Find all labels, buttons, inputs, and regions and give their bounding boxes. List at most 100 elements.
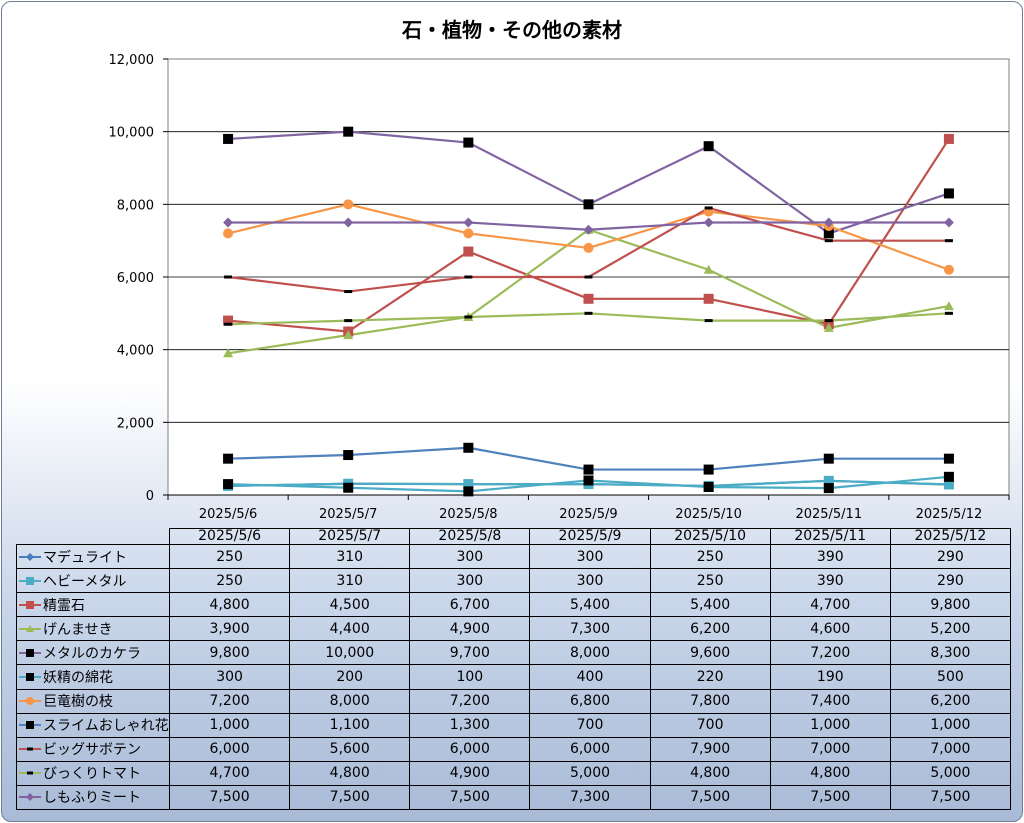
table-cell: 7,200 (769, 640, 891, 666)
series-name: びっくりトマト (43, 766, 141, 783)
table-cell: 1,300 (409, 712, 531, 738)
data-point-s4-2 (463, 137, 474, 148)
table-cell: 250 (649, 568, 771, 594)
data-point-s8-5 (824, 239, 833, 243)
legend-key-icon (19, 697, 41, 706)
data-point-s8-6 (944, 239, 953, 243)
data-point-s8-3 (584, 275, 593, 279)
table-cell: 9,800 (889, 592, 1011, 618)
table-cell: 9,700 (409, 640, 531, 666)
series-legend-cell: ヘビーメタル (16, 568, 170, 594)
table-row: メタルのカケラ 9,800 10,000 9,700 8,000 9,600 7,200 8,… (16, 640, 1011, 666)
data-point-s9-2 (464, 315, 473, 319)
table-cell: 7,500 (168, 784, 291, 811)
data-point-s9-3 (584, 311, 593, 315)
legend-key-icon (19, 721, 41, 730)
table-row: ヘビーメタル 250 310 300 300 250 390 290 (16, 568, 1011, 594)
table-cell: 3,900 (168, 616, 291, 642)
x-tick-label: 2025/5/6 (199, 507, 257, 522)
x-tick-label: 2025/5/8 (439, 507, 497, 522)
table-cell: 390 (769, 568, 891, 594)
table-row: げんませき 3,900 4,400 4,900 7,300 6,200 4,600 5,200 (16, 616, 1011, 642)
data-point-s5-0 (223, 479, 234, 490)
series-name: スライムおしゃれ花 (43, 718, 169, 735)
table-cell: 190 (769, 664, 891, 690)
data-point-s2-4 (703, 293, 714, 304)
data-point-s5-3 (583, 475, 594, 486)
table-cell: 4,600 (769, 616, 891, 642)
table-cell: 300 (529, 543, 651, 570)
data-point-s5-1 (343, 482, 354, 493)
table-cell: 7,300 (529, 616, 651, 642)
table-cell: 9,800 (168, 640, 291, 666)
series-name: メタルのカケラ (43, 645, 141, 662)
data-point-s2-3 (583, 293, 594, 304)
table-column-header: 2025/5/9 (529, 528, 651, 545)
data-point-s10-4 (703, 217, 714, 228)
table-cell: 7,200 (409, 688, 531, 714)
table-row: スライムおしゃれ花 1,000 1,100 1,300 700 700 1,000 1,000 (16, 712, 1011, 738)
x-tick-label: 2025/5/12 (916, 507, 983, 522)
table-cell: 390 (769, 543, 891, 570)
table-cell: 4,400 (289, 616, 411, 642)
table-cell: 5,400 (529, 592, 651, 618)
legend-key-icon (19, 793, 41, 802)
table-cell: 1,000 (168, 712, 291, 738)
table-cell: 1,000 (889, 712, 1011, 738)
table-cell: 8,000 (529, 640, 651, 666)
x-tick-label: 2025/5/10 (675, 507, 742, 522)
data-point-s6-0 (223, 228, 234, 239)
series-legend-cell: メタルのカケラ (16, 640, 170, 666)
table-cell: 7,500 (649, 784, 771, 811)
table-cell: 310 (289, 568, 411, 594)
data-point-s3-6 (943, 301, 954, 311)
data-point-s2-2 (463, 246, 474, 257)
chart-title: 石・植物・その他の素材 (402, 18, 622, 42)
table-row: ビッグサボテン 6,000 5,600 6,000 6,000 7,900 7,000 7,0… (16, 736, 1011, 762)
data-point-s4-5 (823, 228, 834, 239)
series-legend-cell: びっくりトマト (16, 760, 170, 786)
table-cell: 4,500 (289, 592, 411, 618)
data-point-s4-3 (583, 199, 594, 210)
table-cell: 8,300 (889, 640, 1011, 666)
data-point-s8-2 (464, 275, 473, 279)
legend-key-icon (19, 771, 41, 775)
table-cell: 5,600 (289, 736, 411, 762)
legend-key-icon (19, 576, 41, 585)
series-name: げんませき (43, 621, 113, 638)
data-point-s4-6 (943, 188, 954, 199)
data-point-s4-4 (703, 141, 714, 152)
legend-key-icon (19, 624, 41, 632)
table-cell: 250 (168, 568, 291, 594)
table-row: びっくりトマト 4,700 4,800 4,900 5,000 4,800 4,800 5,0… (16, 760, 1011, 786)
legend-key-icon (19, 747, 41, 751)
table-cell: 700 (649, 712, 771, 738)
data-point-s2-0 (223, 315, 234, 326)
table-cell: 400 (529, 664, 651, 690)
series-name: 巨竜樹の枝 (43, 694, 113, 711)
data-point-s9-5 (824, 319, 833, 323)
chart-plot: 0 2,000 4,000 6,000 8,000 10,000 12,000 2025/5/… (109, 53, 1010, 522)
series-name: しもふりミート (43, 790, 141, 807)
table-cell: 300 (409, 543, 531, 570)
table-cell: 7,500 (889, 784, 1011, 811)
table-cell: 4,800 (769, 760, 891, 786)
table-cell: 6,800 (529, 688, 651, 714)
data-point-s6-2 (463, 228, 474, 239)
y-tick-label: 10,000 (109, 126, 155, 141)
table-cell: 220 (649, 664, 771, 690)
data-point-s2-6 (943, 133, 954, 144)
table-cell: 6,000 (529, 736, 651, 762)
table-cell: 4,900 (409, 616, 531, 642)
table-cell: 6,200 (649, 616, 771, 642)
table-column-header: 2025/5/8 (409, 528, 531, 545)
table-cell: 7,900 (649, 736, 771, 762)
table-cell: 10,000 (289, 640, 411, 666)
series-name: マデュライト (43, 549, 127, 566)
series-name: ヘビーメタル (43, 573, 127, 590)
data-point-s1-2 (463, 479, 474, 490)
x-tick-label: 2025/5/11 (795, 507, 862, 522)
series-legend-cell: ビッグサボテン (16, 736, 170, 762)
series-name: ビッグサボテン (43, 742, 141, 759)
table-cell: 7,500 (409, 784, 531, 811)
